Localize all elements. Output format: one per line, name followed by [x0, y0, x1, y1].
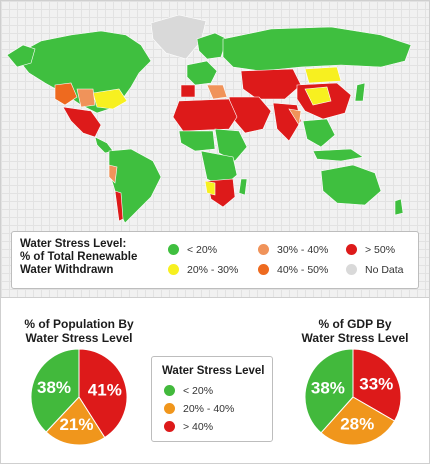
legend-swatch — [164, 385, 175, 396]
pie-slice-label: 38% — [37, 378, 71, 397]
map-legend-title-line: Water Withdrawn — [20, 264, 114, 276]
pie-slice — [304, 348, 354, 434]
population-pie-title: % of Population By Water Stress Level — [9, 317, 149, 345]
pie-title-line: % of Population By — [24, 317, 134, 331]
map-legend: Water Stress Level: % of Total Renewable… — [11, 231, 419, 289]
region-europe-west — [186, 60, 218, 86]
region-scandinavia — [196, 32, 228, 60]
legend-label: 40% - 50% — [277, 264, 329, 276]
legend-label: 20% - 40% — [183, 403, 235, 415]
region-italy-greece — [206, 84, 228, 100]
legend-label: > 40% — [183, 421, 214, 433]
pie-slice-label: 41% — [88, 381, 122, 400]
pie-slice — [320, 396, 396, 446]
region-indonesia — [312, 148, 364, 162]
pie-legend-item-gt40: > 40% — [164, 421, 213, 433]
region-chile — [114, 190, 124, 222]
gdp-pie-title: % of GDP By Water Stress Level — [287, 317, 423, 345]
pie-title-line: Water Stress Level — [25, 331, 133, 345]
map-legend-item-40-50: 40% - 50% — [258, 264, 328, 276]
legend-swatch — [164, 403, 175, 414]
pie-slice — [45, 396, 106, 446]
legend-label: No Data — [365, 264, 404, 276]
legend-swatch — [346, 264, 357, 275]
region-east-africa — [214, 128, 248, 162]
pie-title-line: Water Stress Level — [301, 331, 409, 345]
legend-swatch — [258, 244, 269, 255]
legend-swatch — [258, 264, 269, 275]
pie-slice — [30, 348, 80, 433]
region-australia — [320, 164, 382, 206]
legend-label: 30% - 40% — [277, 244, 329, 256]
region-alaska — [6, 44, 36, 68]
pie-legend-item-20-40: 20% - 40% — [164, 403, 234, 415]
world-map — [6, 14, 412, 224]
pie-slice-label: 33% — [359, 375, 393, 394]
region-new-zealand — [394, 198, 404, 216]
map-legend-title-line: % of Total Renewable — [20, 251, 138, 263]
map-legend-item-no-data: No Data — [346, 264, 404, 276]
region-usa-west — [54, 82, 78, 106]
region-madagascar — [238, 178, 248, 196]
map-legend-title: Water Stress Level: % of Total Renewable… — [20, 238, 170, 277]
region-spain — [180, 84, 196, 98]
map-legend-item-gt50: > 50% — [346, 244, 395, 256]
world-map-panel: Water Stress Level: % of Total Renewable… — [1, 1, 429, 298]
region-usa-central — [76, 88, 96, 108]
legend-swatch — [164, 421, 175, 432]
population-pie-chart: 41% 21% 38% — [30, 348, 128, 446]
gdp-pie-chart: 33% 28% 38% — [304, 348, 402, 446]
map-legend-item-lt20: < 20% — [168, 244, 217, 256]
legend-swatch — [346, 244, 357, 255]
legend-label: > 50% — [365, 244, 396, 256]
pie-title-line: % of GDP By — [318, 317, 392, 331]
region-central-asia — [240, 68, 302, 100]
region-peru — [108, 164, 118, 184]
pie-legend-title: Water Stress Level — [162, 365, 265, 377]
pie-slice-label: 21% — [59, 415, 93, 434]
region-greenland — [150, 14, 207, 60]
pie-legend-item-lt20: < 20% — [164, 385, 213, 397]
legend-swatch — [168, 264, 179, 275]
map-legend-title-line: Water Stress Level: — [20, 238, 127, 250]
region-russia — [222, 26, 412, 72]
legend-label: 20% - 30% — [187, 264, 239, 276]
region-mongolia — [304, 66, 342, 84]
region-usa-east — [92, 88, 128, 110]
pie-legend: Water Stress Level < 20% 20% - 40% > 40% — [151, 356, 273, 442]
legend-label: < 20% — [187, 244, 218, 256]
legend-swatch — [168, 244, 179, 255]
pie-slice-label: 38% — [311, 378, 345, 397]
map-legend-item-30-40: 30% - 40% — [258, 244, 328, 256]
pie-slice-label: 28% — [340, 415, 374, 434]
region-north-africa — [172, 98, 238, 132]
region-japan — [354, 82, 366, 102]
region-south-america — [108, 148, 162, 224]
region-southeast-asia — [302, 118, 336, 148]
pie-slice — [352, 348, 402, 422]
region-china-north — [304, 86, 332, 106]
map-legend-item-20-30: 20% - 30% — [168, 264, 238, 276]
region-namibia — [204, 180, 216, 196]
region-west-africa — [178, 130, 216, 152]
legend-label: < 20% — [183, 385, 214, 397]
region-india-east — [288, 108, 302, 126]
